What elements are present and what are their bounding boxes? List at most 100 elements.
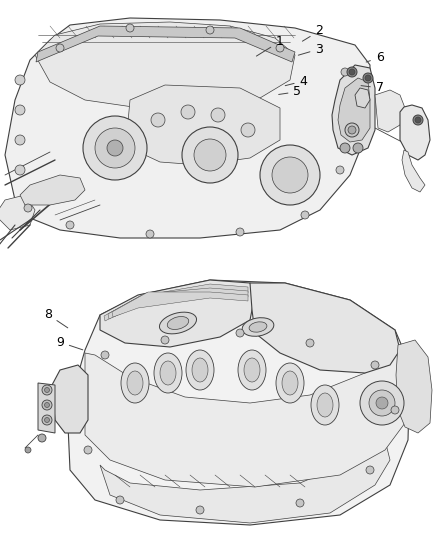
Circle shape	[107, 140, 123, 156]
Text: 5: 5	[279, 85, 301, 98]
Ellipse shape	[311, 385, 339, 425]
Circle shape	[241, 123, 255, 137]
Ellipse shape	[238, 350, 266, 390]
Circle shape	[45, 402, 49, 408]
Polygon shape	[0, 195, 35, 230]
Polygon shape	[400, 105, 430, 160]
Circle shape	[45, 417, 49, 423]
Polygon shape	[36, 26, 295, 62]
Text: 2: 2	[302, 25, 323, 41]
Circle shape	[95, 128, 135, 168]
Circle shape	[84, 446, 92, 454]
Ellipse shape	[244, 358, 260, 382]
Circle shape	[38, 434, 46, 442]
Circle shape	[181, 105, 195, 119]
Polygon shape	[85, 340, 405, 487]
Circle shape	[391, 406, 399, 414]
Circle shape	[341, 68, 349, 76]
Ellipse shape	[159, 312, 197, 334]
Polygon shape	[52, 365, 88, 433]
Circle shape	[83, 116, 147, 180]
Circle shape	[194, 139, 226, 171]
Ellipse shape	[317, 393, 333, 417]
Circle shape	[347, 67, 357, 77]
Circle shape	[236, 228, 244, 236]
Text: 4: 4	[285, 75, 307, 87]
Circle shape	[42, 400, 52, 410]
Circle shape	[415, 117, 421, 123]
Circle shape	[306, 339, 314, 347]
Circle shape	[56, 44, 64, 52]
Circle shape	[126, 24, 134, 32]
Polygon shape	[112, 292, 248, 317]
Text: 9: 9	[56, 336, 83, 350]
Circle shape	[15, 105, 25, 115]
Circle shape	[66, 221, 74, 229]
Circle shape	[301, 211, 309, 219]
Circle shape	[206, 26, 214, 34]
Ellipse shape	[276, 363, 304, 403]
Polygon shape	[375, 90, 405, 132]
Circle shape	[161, 336, 169, 344]
Circle shape	[369, 390, 395, 416]
Polygon shape	[332, 65, 375, 155]
Circle shape	[116, 496, 124, 504]
Ellipse shape	[127, 371, 143, 395]
Circle shape	[101, 351, 109, 359]
Ellipse shape	[121, 363, 149, 403]
Circle shape	[42, 385, 52, 395]
Circle shape	[349, 69, 355, 75]
Circle shape	[211, 108, 225, 122]
Circle shape	[182, 127, 238, 183]
Circle shape	[146, 230, 154, 238]
Circle shape	[15, 75, 25, 85]
Polygon shape	[35, 22, 295, 108]
Polygon shape	[68, 280, 410, 525]
Text: 7: 7	[361, 82, 384, 94]
Text: 6: 6	[366, 51, 384, 64]
Polygon shape	[104, 284, 248, 321]
Circle shape	[15, 165, 25, 175]
Circle shape	[348, 126, 356, 134]
Ellipse shape	[249, 322, 267, 332]
Circle shape	[45, 387, 49, 392]
Circle shape	[371, 361, 379, 369]
Circle shape	[25, 447, 31, 453]
Circle shape	[336, 166, 344, 174]
Circle shape	[413, 115, 423, 125]
Polygon shape	[100, 440, 390, 523]
Circle shape	[15, 135, 25, 145]
Circle shape	[366, 466, 374, 474]
Circle shape	[365, 75, 371, 81]
Text: 3: 3	[298, 43, 323, 55]
Ellipse shape	[242, 318, 274, 336]
Circle shape	[353, 143, 363, 153]
Ellipse shape	[154, 353, 182, 393]
Polygon shape	[100, 280, 255, 347]
Circle shape	[276, 44, 284, 52]
Polygon shape	[38, 383, 55, 433]
Polygon shape	[355, 88, 370, 108]
Text: 8: 8	[44, 308, 68, 328]
Circle shape	[260, 145, 320, 205]
Ellipse shape	[282, 371, 298, 395]
Circle shape	[351, 116, 359, 124]
Circle shape	[340, 143, 350, 153]
Circle shape	[196, 506, 204, 514]
Polygon shape	[108, 288, 248, 319]
Circle shape	[345, 123, 359, 137]
Polygon shape	[20, 175, 85, 205]
Polygon shape	[396, 340, 432, 433]
Circle shape	[363, 73, 373, 83]
Polygon shape	[128, 85, 280, 165]
Polygon shape	[250, 283, 400, 373]
Circle shape	[296, 499, 304, 507]
Circle shape	[360, 381, 404, 425]
Polygon shape	[338, 78, 370, 142]
Polygon shape	[402, 150, 425, 192]
Ellipse shape	[186, 350, 214, 390]
Ellipse shape	[160, 361, 176, 385]
Ellipse shape	[167, 317, 189, 329]
Circle shape	[272, 157, 308, 193]
Circle shape	[236, 329, 244, 337]
